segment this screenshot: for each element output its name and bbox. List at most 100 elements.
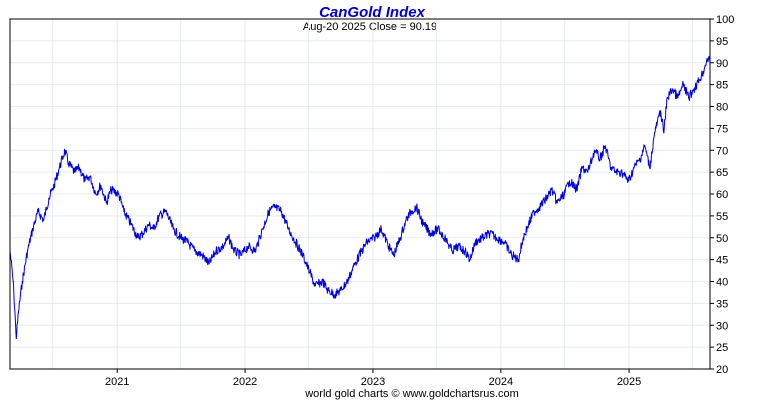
data-point [262,228,264,230]
y-tick-label: 50 [716,233,728,245]
y-tick-label: 60 [716,189,728,201]
data-point [12,280,14,283]
data-point [64,149,66,151]
data-point [268,210,270,213]
data-point [633,167,635,169]
data-point [517,259,520,261]
y-tick-label: 35 [716,298,728,310]
data-point [556,202,558,204]
data-point [474,241,476,243]
data-point [340,289,342,291]
data-point [464,250,466,252]
data-point [228,237,230,239]
data-point [457,245,459,248]
data-point [137,237,139,239]
data-point [538,206,541,208]
data-point [702,70,704,73]
data-point [26,250,29,252]
data-point [294,241,297,243]
y-tick-label: 20 [716,364,728,376]
data-point [123,210,125,213]
data-point [399,237,401,239]
data-point [415,206,417,208]
chart-title: CanGold Index [319,4,426,21]
x-tick-label: 2025 [617,376,641,388]
data-point [576,189,578,191]
data-point [533,210,535,213]
data-point [639,158,641,160]
series-line [9,55,711,339]
data-point [649,167,651,169]
data-point [254,250,256,252]
data-point [309,272,311,274]
data-point [496,237,498,239]
data-point [698,79,700,81]
y-tick-label: 90 [716,58,728,70]
data-point [287,228,290,230]
data-point [130,224,132,226]
data-point [373,237,375,239]
data-point [158,215,160,217]
y-tick-label: 100 [716,14,734,26]
data-point [84,180,86,182]
data-point [95,193,97,195]
data-point [610,167,612,169]
data-point [354,263,356,265]
data-point [615,171,617,173]
data-point [620,171,623,173]
data-point [644,145,646,147]
data-point [545,197,548,199]
data-point [21,280,23,283]
data-point [67,162,70,164]
data-point [321,280,324,283]
y-tick-label: 45 [716,255,728,267]
chart-footer: world gold charts © www.goldchartsrus.co… [304,388,519,400]
data-point [422,224,424,226]
data-point [677,97,679,99]
y-tick-label: 80 [716,102,728,114]
x-tick-label: 2022 [233,376,257,388]
data-point [148,224,150,226]
data-point [581,167,583,169]
data-point [302,254,304,256]
data-point [444,237,446,239]
data-point [233,250,235,252]
data-point [222,245,224,248]
data-point [511,254,513,256]
y-tick-label: 40 [716,277,728,289]
data-point [172,228,174,230]
data-point [165,210,167,213]
y-tick-label: 55 [716,211,728,223]
data-point [215,250,217,252]
data-point [327,289,329,291]
data-point [380,228,382,230]
data-point [43,219,45,221]
data-point [522,237,524,239]
data-point [594,149,596,151]
x-axis: 2021 2022 2023 2024 2025 [105,369,641,388]
data-point [654,132,656,134]
data-point [273,206,275,208]
data-point [180,237,182,239]
data-point [334,294,336,296]
y-tick-label: 95 [716,36,728,48]
data-point [247,245,249,248]
data-point [37,210,39,213]
data-point [194,250,196,252]
data-point [551,189,553,191]
data-point [314,285,316,287]
data-point [78,167,80,169]
data-point [153,228,155,230]
data-point [568,180,571,182]
data-point [280,210,283,213]
data-point [437,228,439,230]
data-point [469,259,471,261]
data-point [48,197,50,199]
data-point [527,224,530,226]
data-point [671,88,674,90]
data-point [53,184,55,186]
data-point [32,228,34,230]
y-tick-label: 30 [716,320,728,332]
data-point [393,254,395,256]
y-tick-label: 70 [716,145,728,157]
